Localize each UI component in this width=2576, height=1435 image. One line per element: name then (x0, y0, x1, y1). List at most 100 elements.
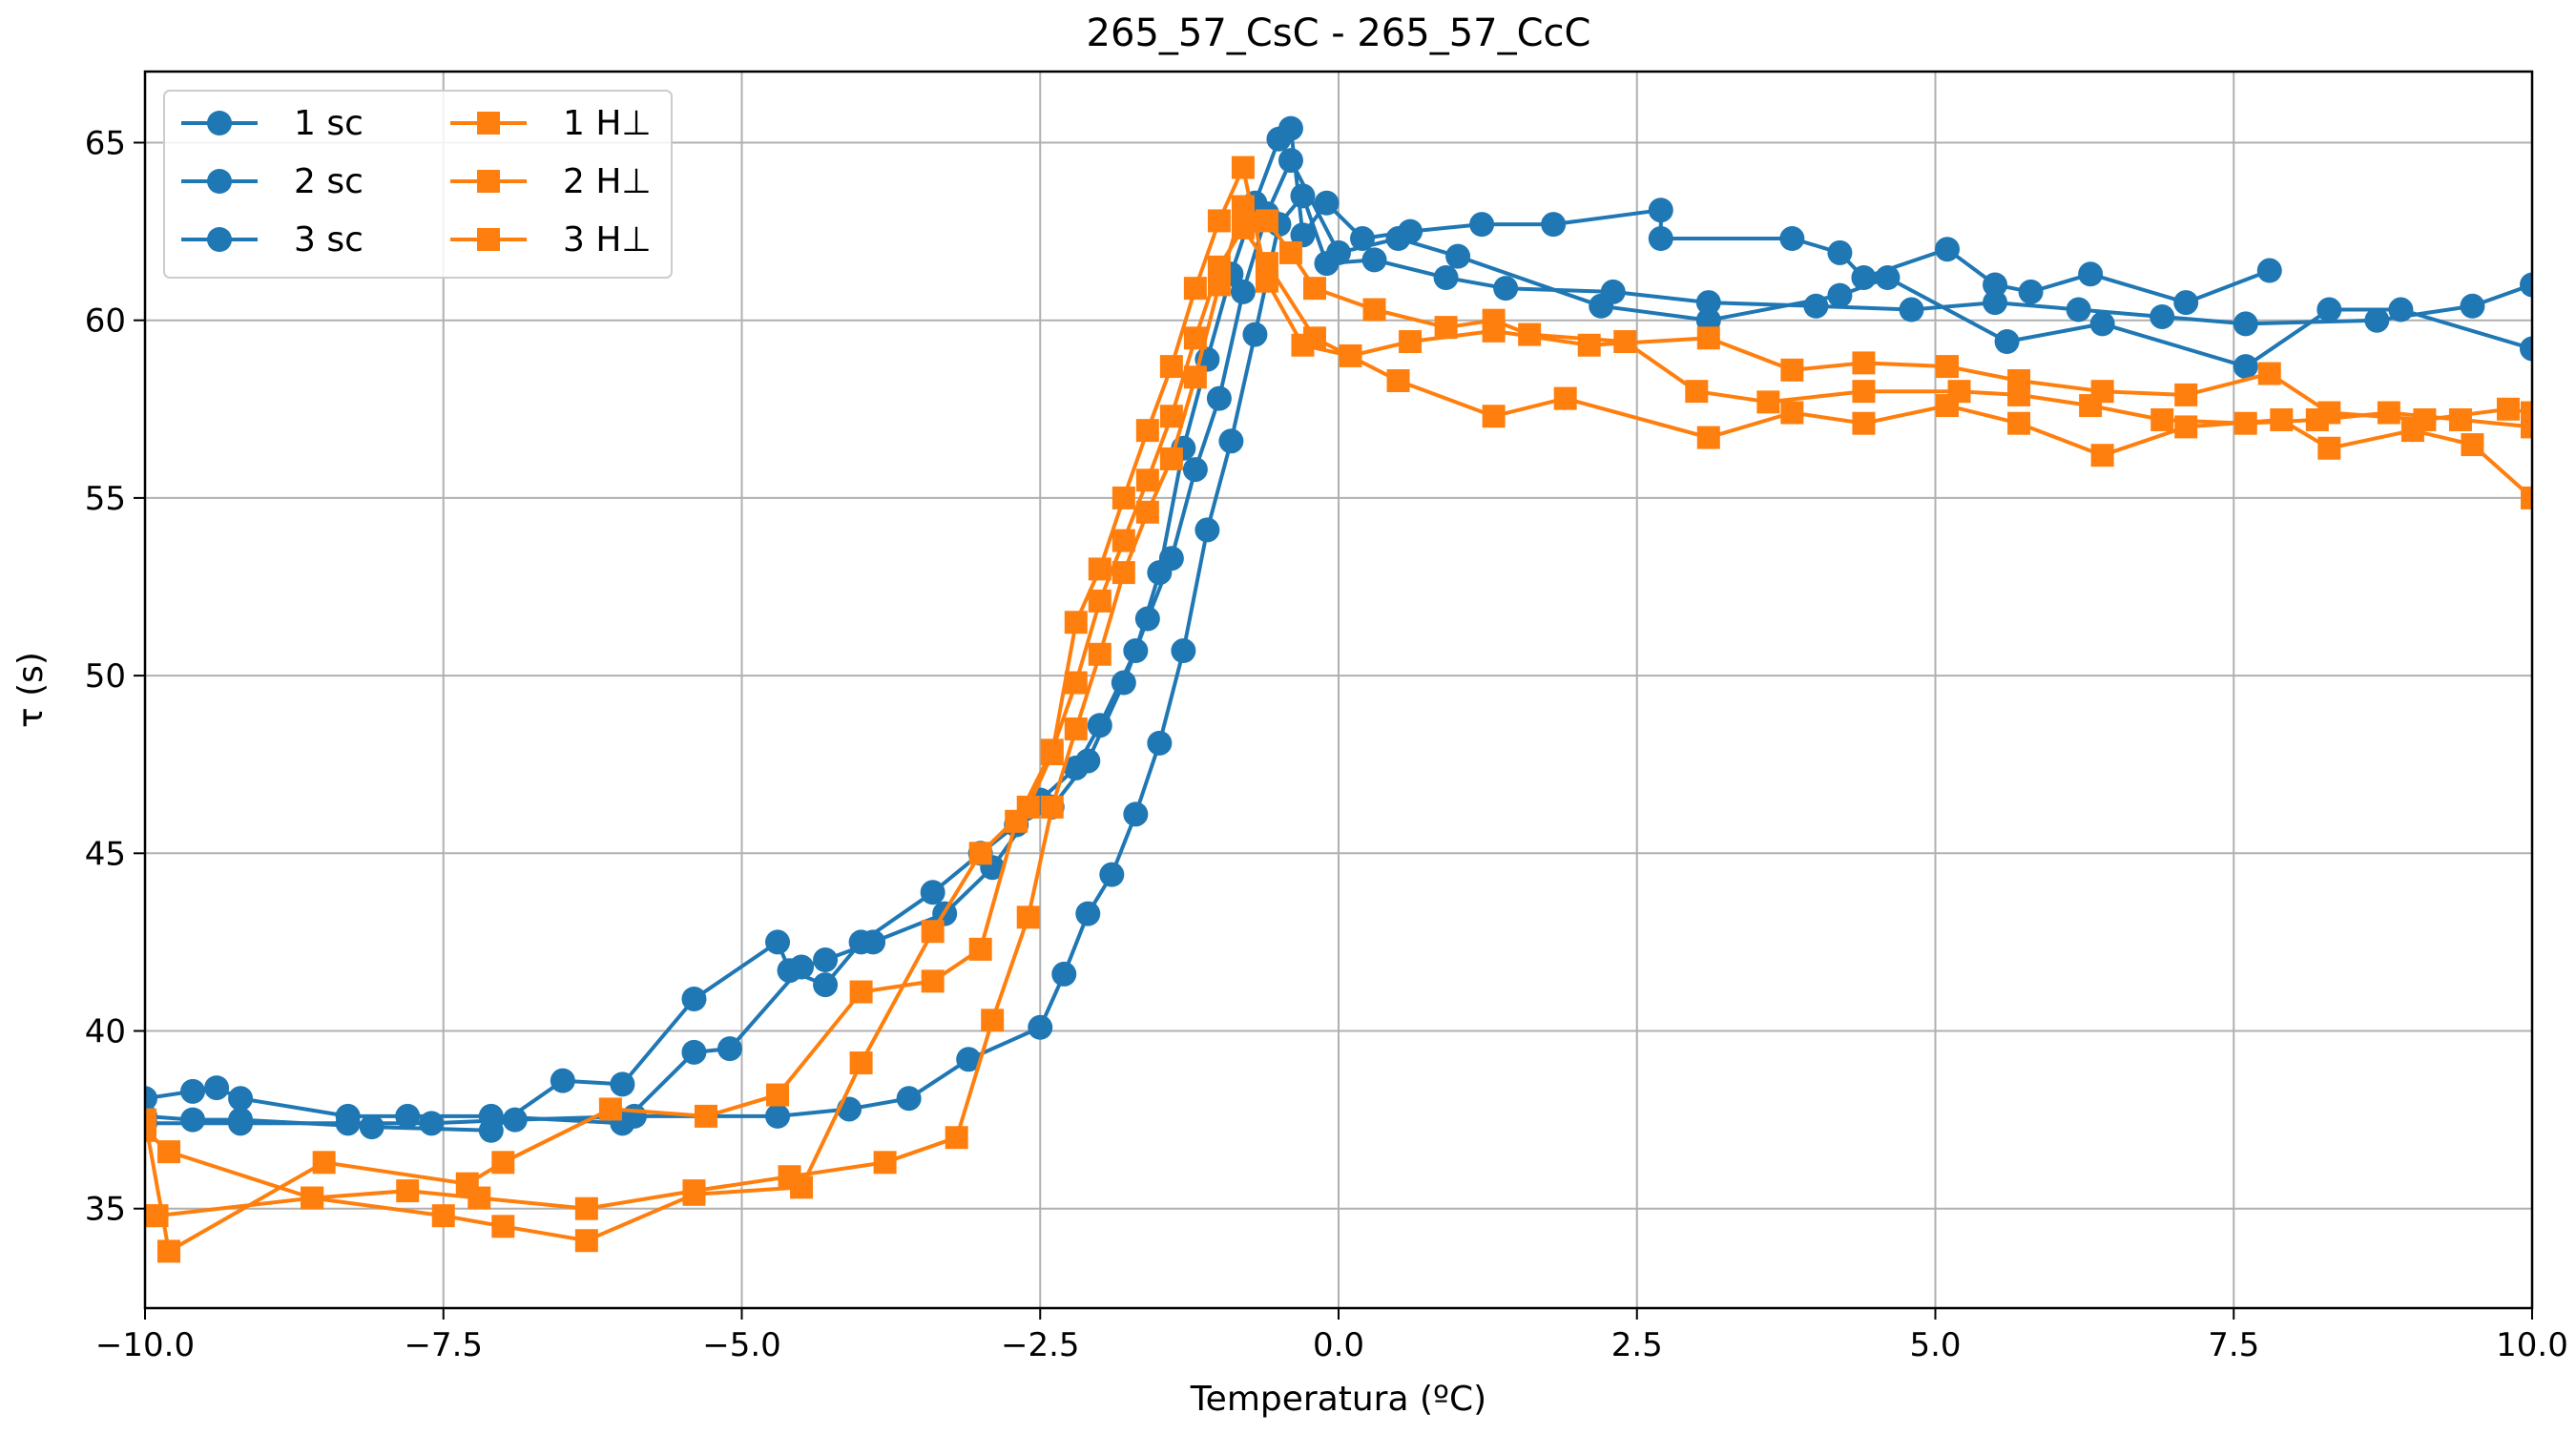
data-point (921, 920, 945, 944)
data-point (694, 1104, 717, 1128)
series-2 (145, 183, 2532, 1136)
legend-label: 2 sc (294, 162, 364, 201)
data-point (1230, 279, 1256, 304)
series-layer (145, 115, 2532, 1263)
legend-marker (207, 169, 232, 194)
legend-marker (207, 111, 232, 135)
legend-item: 3 H⊥ (450, 220, 652, 260)
data-point (1803, 293, 1829, 319)
data-point (1696, 426, 1720, 449)
ticks-layer: −10.0 −7.5 −5.0 −2.5 0.0 2.5 5.0 7.5 10.0 35 40 45 5… (85, 124, 2568, 1364)
data-point (2400, 419, 2424, 443)
data-point (2317, 436, 2341, 460)
data-point (1016, 905, 1040, 929)
data-point (682, 1182, 706, 1206)
data-point (777, 958, 802, 984)
data-point (2090, 444, 2114, 468)
data-point (2461, 433, 2484, 457)
data-point (1875, 265, 1901, 290)
data-point (610, 1071, 635, 1097)
data-point (1827, 282, 1853, 308)
data-point (2150, 407, 2174, 431)
data-point (1278, 240, 1302, 264)
data-point (1936, 355, 1960, 379)
data-point (1469, 212, 1495, 238)
data-point (1040, 738, 1064, 762)
data-point (2078, 261, 2104, 287)
data-point (359, 1114, 384, 1140)
data-point (1899, 297, 1924, 322)
data-point (1278, 115, 1303, 141)
data-point (2316, 297, 2342, 322)
data-point (2521, 401, 2532, 425)
data-point (1255, 252, 1278, 276)
x-tick-label: 5.0 (1909, 1326, 1961, 1364)
data-point (228, 1086, 254, 1112)
data-point (335, 1111, 361, 1136)
legend-label: 3 sc (294, 220, 364, 260)
data-point (2364, 307, 2390, 333)
legend-item: 1 sc (181, 104, 364, 143)
data-point (2257, 362, 2281, 385)
data-point (1685, 380, 1709, 404)
data-point (1183, 326, 1207, 350)
data-point (1695, 290, 1721, 316)
data-point (2089, 311, 2115, 337)
data-point (1255, 209, 1278, 233)
x-axis-label: Temperatura (ºC) (1190, 1380, 1486, 1419)
data-point (1935, 237, 1961, 262)
data-point (574, 1229, 598, 1253)
y-tick-label: 60 (85, 302, 126, 341)
data-point (1111, 486, 1135, 510)
legend-marker (477, 112, 500, 135)
data-point (1064, 671, 1088, 695)
data-point (2007, 369, 2031, 392)
x-tick-label: −7.5 (404, 1326, 483, 1364)
data-point (790, 1175, 814, 1199)
data-point (1386, 369, 1410, 392)
data-point (1088, 642, 1111, 666)
series-4 (145, 156, 2532, 1253)
data-point (312, 1151, 336, 1175)
y-tick-label: 55 (85, 480, 126, 518)
data-point (157, 1140, 181, 1164)
x-tick-label: 0.0 (1313, 1326, 1364, 1364)
data-point (765, 1103, 791, 1129)
data-point (1482, 405, 1506, 428)
data-point (1983, 272, 2008, 298)
x-tick-label: 10.0 (2496, 1326, 2568, 1364)
data-point (2007, 411, 2031, 435)
data-point (1302, 277, 1326, 301)
data-point (1242, 322, 1268, 347)
data-point (1399, 330, 1423, 354)
legend-marker (477, 170, 500, 193)
data-point (1218, 428, 1244, 454)
data-point (2090, 380, 2114, 404)
data-point (1302, 326, 1326, 350)
data-point (180, 1107, 206, 1133)
data-point (2173, 290, 2199, 316)
data-point (1780, 358, 1804, 382)
data-point (1231, 216, 1255, 239)
data-point (681, 987, 707, 1011)
data-point (621, 1103, 647, 1129)
data-point (502, 1107, 528, 1133)
data-point (2018, 279, 2044, 304)
data-point (1075, 748, 1101, 774)
data-point (981, 1009, 1005, 1032)
legend-label: 1 sc (294, 104, 364, 143)
data-point (2233, 354, 2258, 380)
data-point (2520, 272, 2532, 298)
data-point (1648, 226, 1673, 252)
data-point (1207, 209, 1231, 233)
data-point (419, 1111, 445, 1136)
data-point (180, 1078, 206, 1104)
data-point (550, 1068, 575, 1093)
data-point (1553, 386, 1577, 410)
legend-label: 2 H⊥ (563, 162, 652, 201)
data-point (968, 937, 992, 961)
data-point (1005, 809, 1028, 833)
data-point (1135, 419, 1159, 443)
data-point (1779, 226, 1805, 252)
